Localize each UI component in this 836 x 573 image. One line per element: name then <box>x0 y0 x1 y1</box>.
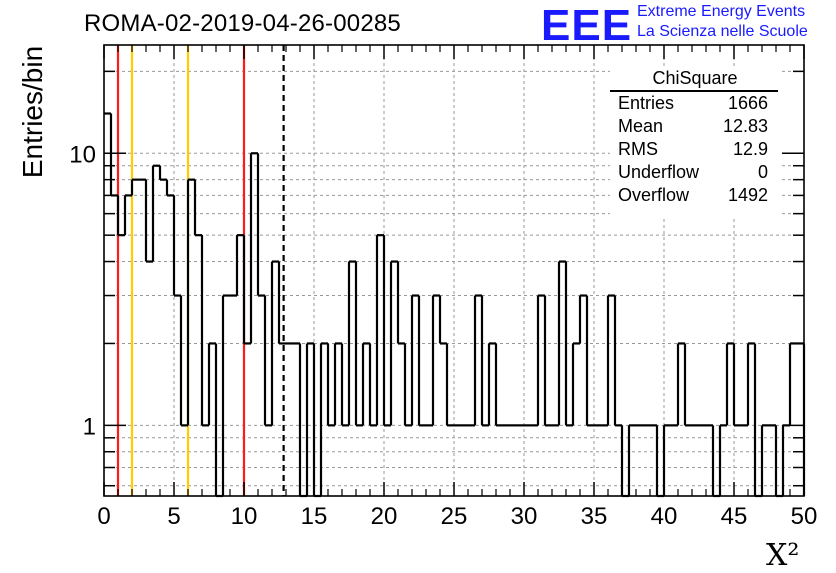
eee-logo: EEE <box>541 3 632 43</box>
x-tick-label: 20 <box>371 503 398 530</box>
x-tick-label: 10 <box>231 503 258 530</box>
stats-label-underflow: Underflow <box>618 162 700 182</box>
logo-caption-line1: Extreme Energy Events <box>637 3 806 20</box>
axis-tick-labels: 0 5 10 15 20 25 30 35 40 45 50 1 10 <box>69 141 817 530</box>
x-tick-label: 40 <box>651 503 678 530</box>
y-tick-label: 1 <box>83 413 96 440</box>
x-tick-label: 30 <box>511 503 538 530</box>
x-axis-label: Χ² <box>766 538 800 573</box>
stats-label-overflow: Overflow <box>618 185 690 205</box>
stats-value-overflow: 1492 <box>727 185 768 205</box>
x-tick-label: 15 <box>301 503 328 530</box>
logo-caption-line2: La Scienza nelle Scuole <box>637 23 808 40</box>
stats-value-mean: 12.83 <box>722 116 768 136</box>
logo-text: EEE <box>541 3 632 43</box>
stats-title: ChiSquare <box>652 68 738 88</box>
x-tick-label: 25 <box>441 503 468 530</box>
stats-label-mean: Mean <box>618 116 664 136</box>
stats-label-rms: RMS <box>618 139 658 159</box>
x-tick-label: 0 <box>97 503 110 530</box>
run-title: ROMA-02-2019-04-26-00285 <box>84 10 401 37</box>
x-tick-label: 50 <box>791 503 818 530</box>
x-tick-label: 45 <box>721 503 748 530</box>
y-tick-label: 10 <box>69 141 96 168</box>
stats-value-rms: 12.9 <box>732 139 768 159</box>
x-tick-label: 35 <box>581 503 608 530</box>
x-tick-label: 5 <box>167 503 180 530</box>
stats-label-entries: Entries <box>618 93 675 113</box>
axis-ticks <box>103 45 805 496</box>
stats-value-underflow: 0 <box>757 162 768 182</box>
stats-box: ChiSquare Entries 1666 Mean 12.83 RMS 12.9 Und… <box>610 66 780 216</box>
histogram-bars <box>104 112 806 498</box>
stats-title-underline <box>610 90 778 92</box>
stats-value-entries: 1666 <box>727 93 768 113</box>
